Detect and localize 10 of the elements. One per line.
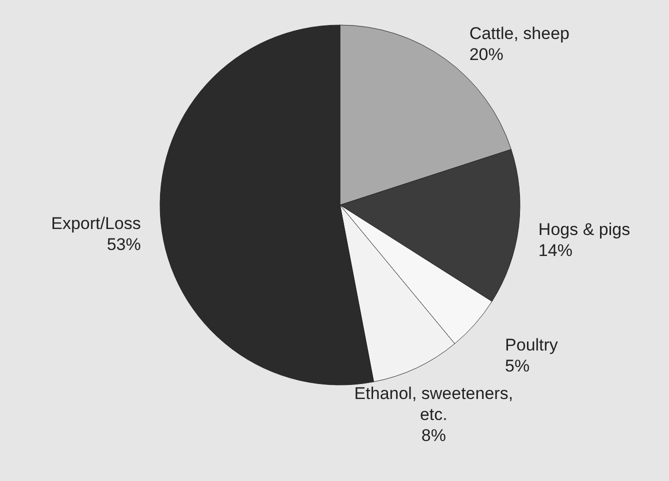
data-label: 20%	[469, 45, 504, 64]
slice-label: Export/Loss	[51, 214, 141, 233]
slice-label: Poultry	[505, 335, 558, 354]
slice-label: Hogs & pigs	[538, 220, 630, 240]
data-label: 8%	[421, 426, 446, 445]
data-label: 14%	[538, 241, 572, 260]
data-label: 5%	[505, 356, 530, 376]
slice-label: Cattle, sheep	[469, 24, 570, 44]
slice-label: Ethanol, sweeteners, etc.	[354, 384, 514, 424]
data-label: 53%	[106, 234, 141, 254]
